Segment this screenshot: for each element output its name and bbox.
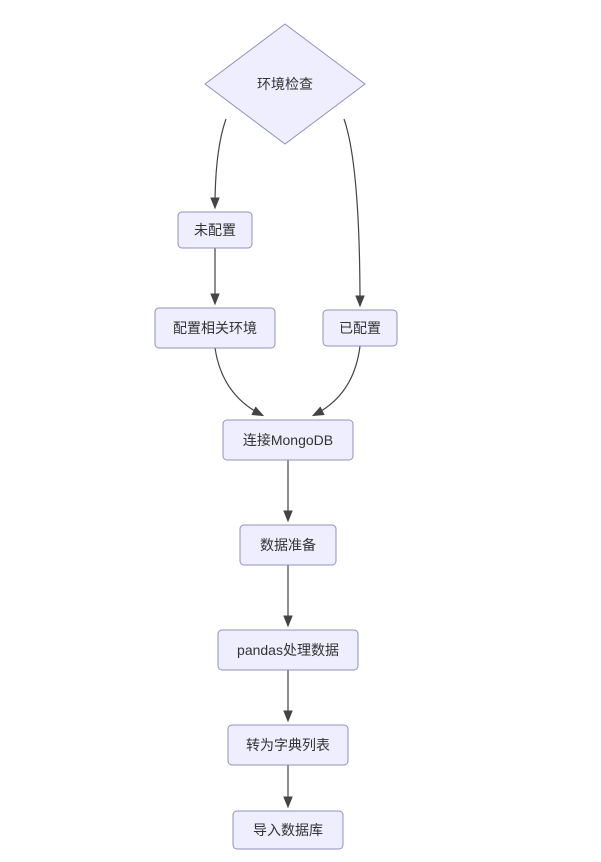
node-label: 环境检查	[257, 76, 313, 92]
flow-node-cfged: 已配置	[323, 310, 397, 346]
flow-edge	[314, 346, 360, 415]
node-label: 连接MongoDB	[243, 432, 333, 448]
flow-node-import: 导入数据库	[233, 811, 343, 849]
flow-edge	[215, 348, 262, 415]
flow-node-check: 环境检查	[205, 24, 365, 144]
flow-node-pandas: pandas处理数据	[218, 630, 358, 670]
flow-node-todict: 转为字典列表	[228, 725, 348, 765]
flow-node-dataprep: 数据准备	[240, 525, 336, 565]
node-label: pandas处理数据	[237, 642, 339, 658]
node-label: 数据准备	[260, 537, 316, 553]
node-label: 未配置	[194, 222, 236, 238]
flow-node-notcfg: 未配置	[178, 212, 252, 248]
node-label: 导入数据库	[253, 822, 323, 838]
node-label: 转为字典列表	[246, 737, 330, 753]
node-label: 配置相关环境	[173, 320, 257, 336]
node-label: 已配置	[339, 320, 381, 336]
flowchart-canvas: 环境检查未配置配置相关环境 已配置连接MongoDB 数据准备 pandas处理数据转…	[0, 0, 601, 862]
flow-edge	[215, 119, 226, 207]
flow-edge	[344, 119, 360, 305]
flow-node-connect: 连接MongoDB	[223, 420, 353, 460]
flow-node-cfgenv: 配置相关环境	[155, 308, 275, 348]
